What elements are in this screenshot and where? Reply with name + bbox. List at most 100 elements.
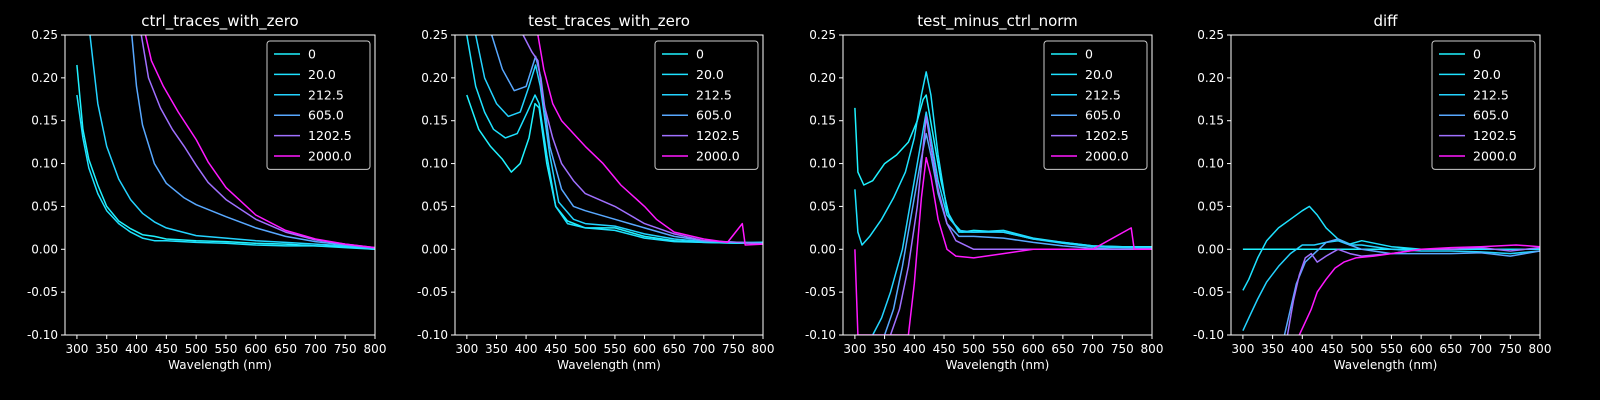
- y-tick-label: 0.10: [31, 157, 58, 171]
- x-tick-label: 800: [752, 342, 775, 356]
- y-tick-label: 0.00: [809, 242, 836, 256]
- y-tick-label: -0.05: [27, 285, 58, 299]
- y-tick-label: 0.00: [421, 242, 448, 256]
- legend: 0 20.0 212.5 605.0 1202.5 2000.0: [1431, 40, 1536, 170]
- x-tick-label: 400: [903, 342, 926, 356]
- series-group: [1242, 205, 1540, 335]
- legend-label: 1202.5: [1085, 128, 1129, 143]
- x-tick-label: 350: [1261, 342, 1284, 356]
- legend: 0 20.0 212.5 605.0 1202.5 2000.0: [654, 40, 759, 170]
- x-tick-label: 450: [933, 342, 956, 356]
- legend-label: 1202.5: [308, 128, 352, 143]
- legend-box: [1043, 40, 1148, 170]
- x-tick-label: 650: [663, 342, 686, 356]
- x-tick-label: 300: [65, 342, 88, 356]
- x-tick-label: 650: [1439, 342, 1462, 356]
- legend-label: 605.0: [1473, 108, 1509, 123]
- y-tick-label: 0.10: [1197, 157, 1224, 171]
- y-tick-label: 0.20: [1197, 71, 1224, 85]
- chart-panel-1: 300 350 400 450 500 550 600 650 700 750 800 -0.10 -0…: [27, 12, 387, 372]
- x-axis-label: Wavelength (nm): [168, 358, 272, 372]
- y-tick-label: 0.05: [1197, 199, 1224, 213]
- y-tick-label: -0.10: [417, 328, 448, 342]
- x-tick-label: 550: [603, 342, 626, 356]
- y-tick-label: 0.10: [421, 157, 448, 171]
- x-tick-label: 400: [515, 342, 538, 356]
- y-tick-label: 0.05: [421, 199, 448, 213]
- y-tick-label: 0.15: [421, 114, 448, 128]
- series-line-3: [474, 35, 763, 244]
- x-tick-label: 400: [125, 342, 148, 356]
- legend-label: 2000.0: [1473, 149, 1517, 164]
- x-tick-label: 300: [1231, 342, 1254, 356]
- series-group: [854, 71, 1152, 335]
- series-line-6: [144, 35, 375, 249]
- chart-panel-4: 300 350 400 450 500 550 600 650 700 750 800 -0.10 -0…: [1193, 12, 1552, 372]
- x-tick-label: 600: [633, 342, 656, 356]
- y-tick-label: 0.20: [31, 71, 58, 85]
- legend-label: 20.0: [1473, 67, 1501, 82]
- legend-label: 212.5: [308, 87, 344, 102]
- chart-title: test_minus_ctrl_norm: [917, 12, 1078, 31]
- y-tick-label: 0.15: [1197, 114, 1224, 128]
- x-tick-label: 500: [185, 342, 208, 356]
- chart-panel-3: 300 350 400 450 500 550 600 650 700 750 800 -0.10 -0…: [805, 12, 1164, 372]
- legend-label: 20.0: [696, 67, 724, 82]
- x-tick-label: 700: [1081, 342, 1104, 356]
- x-tick-label: 800: [364, 342, 387, 356]
- y-tick-label: 0.20: [421, 71, 448, 85]
- legend-label: 20.0: [308, 67, 336, 82]
- series-line-1: [466, 94, 763, 245]
- legend-label: 212.5: [1473, 87, 1509, 102]
- y-tick-label: 0.15: [809, 114, 836, 128]
- y-tick-label: -0.10: [27, 328, 58, 342]
- x-tick-label: 550: [215, 342, 238, 356]
- y-tick-label: -0.05: [1193, 285, 1224, 299]
- x-tick-label: 750: [1111, 342, 1134, 356]
- x-tick-label: 450: [544, 342, 567, 356]
- x-tick-label: 800: [1529, 342, 1552, 356]
- x-tick-label: 700: [304, 342, 327, 356]
- series-line-2: [466, 35, 763, 245]
- y-tick-label: -0.10: [805, 328, 836, 342]
- axes-frame: [1230, 34, 1541, 336]
- chart-title: test_traces_with_zero: [528, 12, 690, 31]
- legend-label: 1202.5: [1473, 128, 1517, 143]
- y-tick-label: 0.05: [31, 199, 58, 213]
- series-line-3: [89, 35, 375, 250]
- y-tick-label: 0.25: [421, 28, 448, 42]
- y-tick-label: -0.05: [805, 285, 836, 299]
- legend-box: [266, 40, 371, 170]
- x-tick-label: 600: [1410, 342, 1433, 356]
- chart-title: diff: [1373, 12, 1398, 30]
- legend-label: 212.5: [1085, 87, 1121, 102]
- y-tick-label: 0.25: [31, 28, 58, 42]
- series-line-3: [872, 111, 1152, 335]
- y-tick-label: 0.10: [809, 157, 836, 171]
- x-axis-label: Wavelength (nm): [1334, 358, 1438, 372]
- series-line-2: [854, 71, 1152, 249]
- legend-box: [1431, 40, 1536, 170]
- x-tick-label: 700: [1469, 342, 1492, 356]
- series-line-1: [76, 64, 375, 251]
- axes-frame: [842, 34, 1153, 336]
- legend-label: 2000.0: [308, 149, 352, 164]
- x-tick-label: 550: [1380, 342, 1403, 356]
- series-group: [76, 35, 375, 251]
- x-tick-label: 350: [873, 342, 896, 356]
- x-tick-label: 300: [843, 342, 866, 356]
- x-tick-label: 350: [485, 342, 508, 356]
- x-tick-label: 800: [1141, 342, 1164, 356]
- series-line-5: [522, 35, 763, 245]
- series-line-4: [131, 35, 375, 250]
- series-line-3: [1242, 239, 1540, 332]
- x-axis-label: Wavelength (nm): [946, 358, 1050, 372]
- x-tick-label: 450: [1321, 342, 1344, 356]
- series-line-4: [490, 35, 763, 245]
- axes-frame: [454, 34, 764, 336]
- y-tick-label: 0.25: [809, 28, 836, 42]
- series-line-5: [1286, 246, 1540, 335]
- legend-label: 0: [1085, 47, 1093, 62]
- x-tick-label: 750: [334, 342, 357, 356]
- legend-label: 2000.0: [696, 149, 740, 164]
